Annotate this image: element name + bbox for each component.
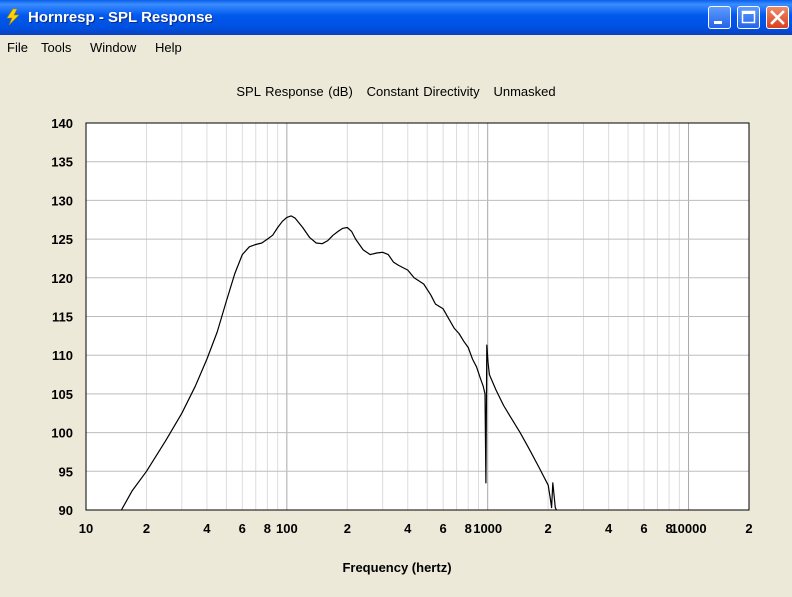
y-tick-label: 100 — [51, 426, 73, 441]
x-tick-label: 2 — [143, 521, 150, 536]
minimize-button[interactable] — [708, 6, 731, 29]
y-tick-label: 125 — [51, 232, 73, 247]
x-tick-label: 1000 — [473, 521, 502, 536]
x-tick-label: 8 — [465, 521, 472, 536]
menu-help[interactable]: Help — [155, 40, 182, 55]
x-tick-label: 2 — [545, 521, 552, 536]
x-tick-label: 10000 — [670, 521, 706, 536]
minimize-icon — [714, 21, 722, 24]
maximize-button[interactable] — [737, 6, 760, 29]
x-tick-label: 4 — [605, 521, 613, 536]
x-tick-label: 10 — [79, 521, 93, 536]
x-tick-label: 100 — [276, 521, 298, 536]
y-tick-label: 110 — [52, 348, 73, 363]
x-tick-label: 6 — [440, 521, 447, 536]
lightning-bolt-icon — [6, 8, 20, 26]
y-tick-label: 120 — [51, 271, 73, 286]
x-tick-label: 8 — [264, 521, 271, 536]
x-tick-label: 6 — [640, 521, 647, 536]
window-title: Hornresp - SPL Response — [28, 9, 213, 26]
x-tick-label: 8 — [665, 521, 672, 536]
y-tick-label: 90 — [59, 503, 73, 518]
close-icon — [770, 10, 785, 25]
chart-title: SPL Response (dB) Constant Directivity U… — [236, 84, 556, 99]
x-axis-label: Frequency (hertz) — [342, 560, 452, 575]
plot-frame — [85, 122, 750, 511]
menu-window[interactable]: Window — [90, 40, 137, 55]
x-tick-label: 2 — [344, 521, 351, 536]
y-tick-label: 130 — [51, 193, 73, 208]
spl-response-line — [120, 215, 558, 511]
x-tick-label: 6 — [239, 521, 246, 536]
x-tick-label: 4 — [203, 521, 211, 536]
y-tick-label: 115 — [52, 310, 73, 325]
y-tick-label: 135 — [51, 155, 73, 170]
title-bar: Hornresp - SPL Response — [0, 0, 792, 35]
y-tick-label: 105 — [51, 387, 73, 402]
menu-tools[interactable]: Tools — [41, 40, 72, 55]
close-button[interactable] — [766, 6, 789, 29]
y-tick-label: 140 — [51, 116, 73, 131]
y-tick-label: 95 — [59, 464, 73, 479]
menu-bar: File Tools Window Help — [0, 36, 792, 58]
menu-file[interactable]: File — [7, 40, 28, 55]
x-tick-label: 4 — [404, 521, 412, 536]
maximize-icon — [741, 10, 756, 24]
x-tick-label: 2 — [745, 521, 752, 536]
